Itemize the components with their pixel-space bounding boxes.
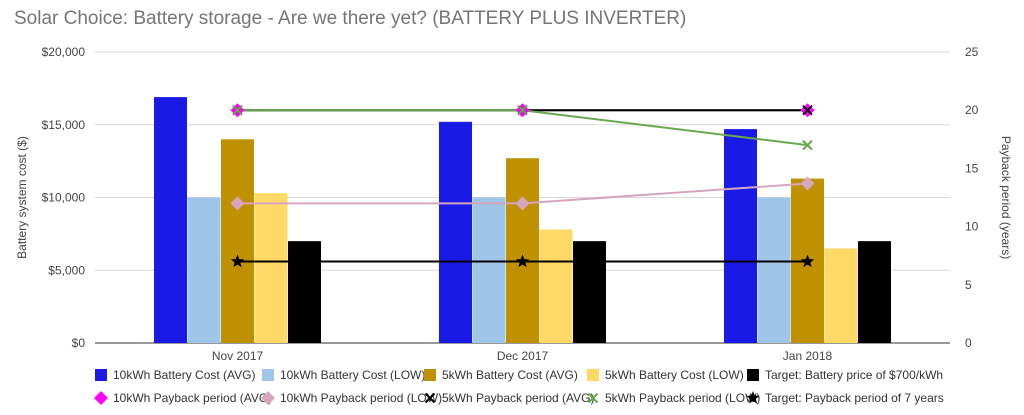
y2-tick-label: 5 <box>965 278 972 292</box>
legend-marker <box>94 391 108 405</box>
bar <box>472 197 506 343</box>
series-point <box>802 139 813 151</box>
y-tick-label: $20,000 <box>42 45 86 59</box>
bar <box>254 193 288 343</box>
legend-layer: 10kWh Battery Cost (AVG) 10kWh Battery Co… <box>94 368 944 405</box>
legend-label: 10kWh Payback period (LOW) <box>280 391 442 405</box>
bar <box>154 97 187 343</box>
series-point <box>230 196 245 211</box>
legend-swatch <box>262 369 274 381</box>
series-point <box>232 104 243 116</box>
legend-label: 10kWh Battery Cost (AVG) <box>113 368 255 382</box>
legend-swatch <box>587 369 599 381</box>
y-tick-label: $15,000 <box>42 118 86 132</box>
legend-label: 10kWh Payback period (AVG) <box>113 391 272 405</box>
legend-marker <box>587 392 599 404</box>
axis-layer: $0 $5,000 $10,000 $15,000 $20,000 0 5 10 15 20 25 N… <box>15 45 1013 363</box>
legend-marker <box>424 392 436 404</box>
legend-label: Target: Payback period of 7 years <box>765 391 944 405</box>
y-tick-label: $10,000 <box>42 191 86 205</box>
bars-layer <box>154 97 891 343</box>
bar <box>288 241 321 343</box>
bar <box>439 121 472 343</box>
series-point <box>802 104 813 116</box>
chart-title: Solar Choice: Battery storage - Are we t… <box>14 8 687 29</box>
y-axis-title: Battery system cost ($) <box>15 136 29 259</box>
bar <box>187 197 221 343</box>
series-point <box>230 254 245 268</box>
legend-marker <box>261 391 275 405</box>
bar <box>724 129 757 343</box>
bar <box>539 229 573 343</box>
legend-marker <box>746 391 760 404</box>
bar <box>824 248 858 343</box>
lines-layer <box>230 103 815 268</box>
bar <box>858 241 891 343</box>
bar <box>221 139 254 343</box>
y2-tick-label: 10 <box>965 220 979 234</box>
legend-label: 5kWh Payback period (AVG) <box>442 391 595 405</box>
legend-label: 5kWh Battery Cost (AVG) <box>442 368 578 382</box>
x-tick-label: Nov 2017 <box>212 349 264 363</box>
series-point <box>800 254 815 268</box>
legend-swatch <box>747 369 759 381</box>
series-point <box>515 254 530 268</box>
legend-label: 10kWh Battery Cost (LOW) <box>280 368 425 382</box>
series-point <box>800 176 815 191</box>
y2-tick-label: 15 <box>965 161 979 175</box>
x-tick-label: Jan 2018 <box>783 349 833 363</box>
y-tick-label: $0 <box>72 336 86 350</box>
bar <box>757 197 791 343</box>
x-tick-label: Dec 2017 <box>497 349 549 363</box>
y2-axis-title: Payback period (years) <box>999 136 1013 259</box>
y2-tick-label: 25 <box>965 45 979 59</box>
series-point <box>517 104 528 116</box>
y2-tick-label: 20 <box>965 103 979 117</box>
y-tick-label: $5,000 <box>48 263 85 277</box>
legend-swatch <box>95 369 107 381</box>
series-point <box>515 196 530 211</box>
y2-tick-label: 0 <box>965 336 972 350</box>
bar <box>573 241 606 343</box>
legend-label: Target: Battery price of $700/kWh <box>765 368 943 382</box>
legend-swatch <box>424 369 436 381</box>
legend-label: 5kWh Battery Cost (LOW) <box>605 368 744 382</box>
legend-label: 5kWh Payback period (LOW) <box>605 391 760 405</box>
bar <box>506 158 539 343</box>
